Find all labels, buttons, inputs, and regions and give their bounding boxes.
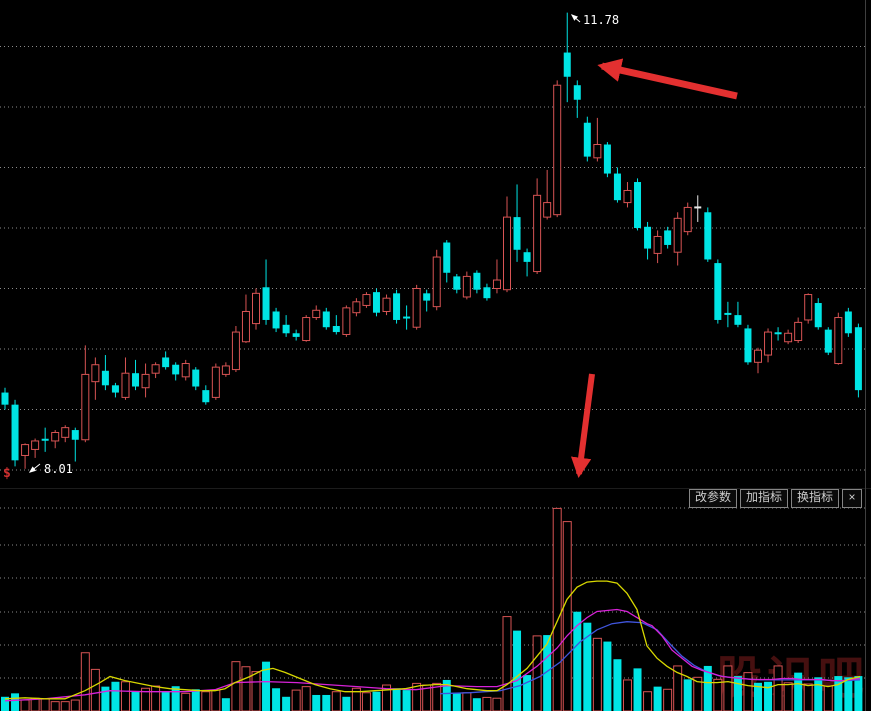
annotation-arrow-peak [597, 58, 738, 100]
indicator-toolbar: 改参数 加指标 换指标 × [688, 489, 862, 508]
switch-indicator-button[interactable]: 换指标 [790, 489, 839, 508]
low-callout-arrow-icon [28, 463, 41, 473]
price-gridlines [0, 46, 865, 471]
peak-price-label: 11.78 [583, 13, 619, 27]
peak-callout-arrow-icon [570, 14, 581, 23]
annotation-arrow-volume [570, 373, 595, 479]
pane-divider [0, 488, 871, 489]
change-params-button[interactable]: 改参数 [688, 489, 737, 508]
low-price-label: 8.01 [44, 462, 73, 476]
volume-pane [0, 507, 865, 711]
ex-rights-marker: $ [3, 466, 11, 481]
add-indicator-button[interactable]: 加指标 [739, 489, 788, 508]
candles [1, 12, 862, 469]
volume-bars [1, 507, 863, 711]
volume-gridlines [0, 507, 865, 679]
window-right-border [865, 0, 866, 711]
close-pane-button[interactable]: × [842, 489, 862, 508]
main-candlestick-chart: 11.78 8.01 [0, 12, 865, 479]
volume-ma-lines [4, 580, 861, 702]
